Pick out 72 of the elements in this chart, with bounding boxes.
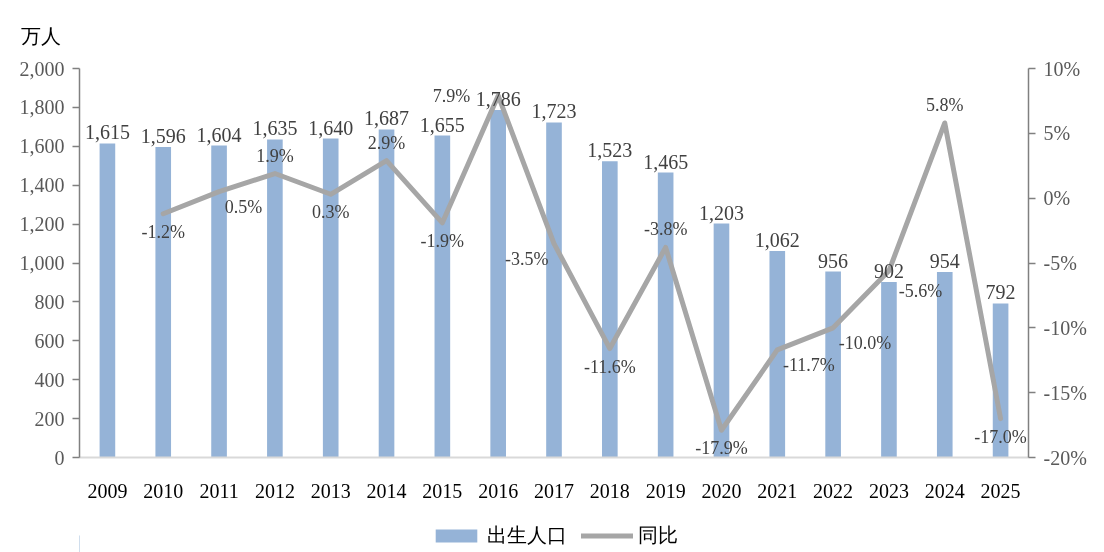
x-tick-label: 2010 xyxy=(143,479,184,502)
data-label: 1.9% xyxy=(256,145,294,166)
y-axis-title: 万人 xyxy=(20,24,61,47)
y-tick-label: 0 xyxy=(54,446,65,469)
y-tick-label: 1,800 xyxy=(19,96,65,119)
x-tick-label: 2023 xyxy=(868,479,909,502)
x-tick-label: 2019 xyxy=(645,479,686,502)
x-tick-label: 2025 xyxy=(980,479,1021,502)
data-label: 5.8% xyxy=(926,94,964,115)
y-tick-label: 1,400 xyxy=(19,174,65,197)
data-label: 902 xyxy=(873,260,904,283)
data-label: -17.0% xyxy=(974,426,1027,447)
y2-tick-label: 5% xyxy=(1043,122,1071,145)
data-label: 1,465 xyxy=(643,150,689,173)
y-tick-label: 2,000 xyxy=(19,57,65,80)
y-tick-label: 600 xyxy=(34,329,65,352)
data-label: -3.5% xyxy=(504,249,549,270)
x-tick-label: 2022 xyxy=(813,479,854,502)
data-label: 1,635 xyxy=(252,117,298,140)
data-label: 1,640 xyxy=(308,116,354,139)
x-tick-label: 2021 xyxy=(757,479,798,502)
bar xyxy=(490,110,506,458)
data-label: 7.9% xyxy=(432,85,471,106)
y2-tick-label: -5% xyxy=(1043,252,1077,274)
data-label: 1,596 xyxy=(140,125,186,148)
x-tick-label: 2020 xyxy=(701,479,742,502)
data-label: 0.3% xyxy=(311,202,350,223)
data-label: -11.6% xyxy=(583,356,636,377)
data-label: 792 xyxy=(985,281,1016,304)
data-label: 1,687 xyxy=(364,107,410,130)
x-tick-label: 2013 xyxy=(310,479,351,502)
data-label: 1,786 xyxy=(475,88,521,111)
data-label: 1,062 xyxy=(754,228,800,251)
x-tick-label: 2015 xyxy=(422,479,463,502)
data-label: -17.9% xyxy=(695,438,748,459)
y-tick-label: 1,200 xyxy=(19,213,65,236)
data-label: 954 xyxy=(929,249,960,272)
data-label: 1,523 xyxy=(587,139,633,162)
data-label: 1,604 xyxy=(196,123,242,146)
y-tick-label: 1,600 xyxy=(19,135,65,158)
legend-label: 出生人口 xyxy=(486,522,567,548)
x-tick-label: 2018 xyxy=(589,479,630,502)
data-label: -3.8% xyxy=(643,219,688,240)
x-tick-label: 2024 xyxy=(924,479,965,502)
data-label: 956 xyxy=(818,249,849,272)
data-label: 1,615 xyxy=(84,121,130,144)
data-label: 1,655 xyxy=(419,113,465,136)
y-tick-label: 1,000 xyxy=(19,252,65,274)
y-tick-label: 200 xyxy=(34,407,65,430)
data-label: 1,203 xyxy=(698,201,744,224)
y2-tick-label: 0% xyxy=(1043,187,1071,210)
data-label: -5.6% xyxy=(898,280,943,301)
y-tick-label: 800 xyxy=(34,290,65,313)
legend-label: 同比 xyxy=(637,522,678,548)
x-tick-label: 2009 xyxy=(87,479,128,502)
y2-tick-label: -15% xyxy=(1043,381,1087,404)
y2-tick-label: -20% xyxy=(1043,446,1087,469)
bar xyxy=(546,122,562,458)
y2-tick-label: 10% xyxy=(1043,57,1081,80)
x-tick-label: 2016 xyxy=(478,479,519,502)
x-tick-label: 2014 xyxy=(366,479,407,502)
data-label: 0.5% xyxy=(224,197,263,218)
data-label: -10.0% xyxy=(838,333,892,354)
bar xyxy=(99,143,116,458)
data-label: 2.9% xyxy=(367,132,406,153)
x-tick-label: 2012 xyxy=(254,479,295,502)
y-tick-label: 400 xyxy=(34,368,65,391)
data-label: 1,723 xyxy=(531,100,577,123)
y2-tick-label: -10% xyxy=(1043,316,1087,339)
x-tick-label: 2011 xyxy=(199,479,239,502)
bar xyxy=(211,145,227,458)
x-tick-label: 2017 xyxy=(534,479,574,502)
